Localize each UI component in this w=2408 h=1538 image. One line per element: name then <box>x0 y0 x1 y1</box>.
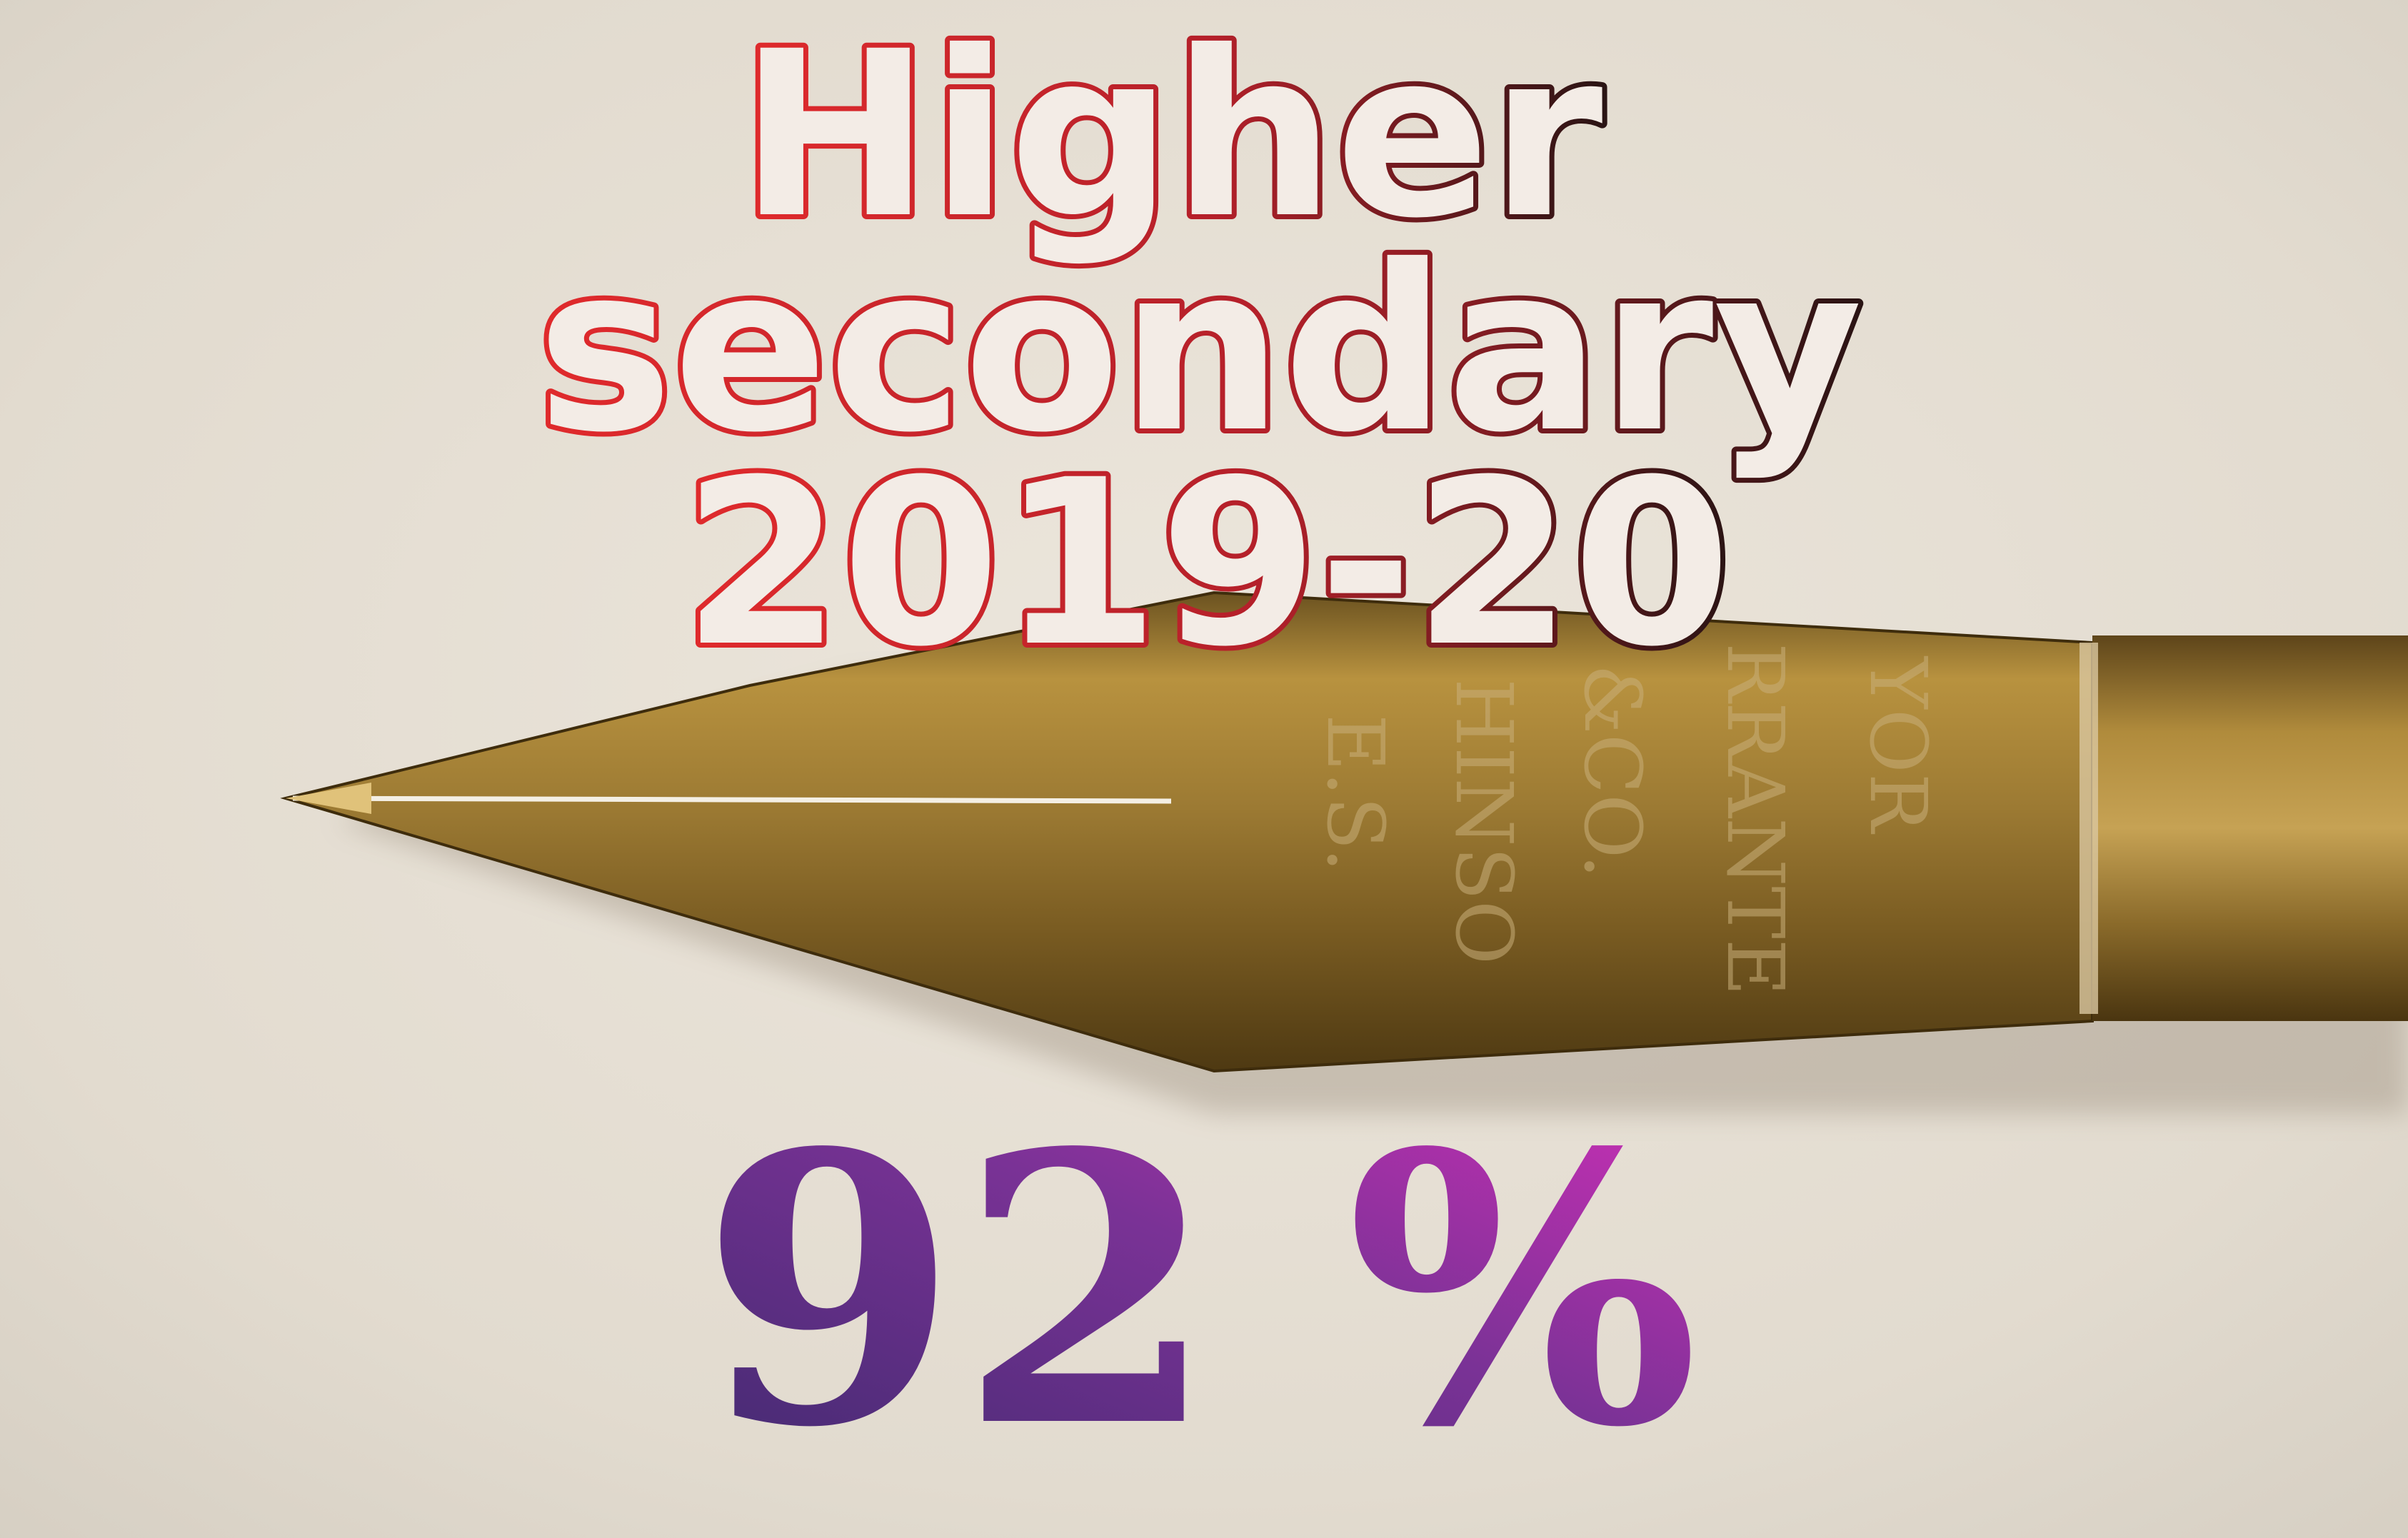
result-percentage: 92 % <box>701 1072 1700 1509</box>
title-line-3: 2019-20 <box>683 431 1732 697</box>
pen-holder <box>2092 635 2408 1021</box>
engraving-line: E.S. <box>1310 714 1401 873</box>
nib-tip <box>286 783 371 814</box>
nib-engraving: E.S. HINSO &CO. RRANTE YOR <box>1310 643 1944 996</box>
title-line-1: Higher <box>739 3 1604 268</box>
engraving-line: YOR <box>1852 655 1944 835</box>
title-line-2: secondary <box>537 217 1862 483</box>
holder-edge <box>2080 643 2098 1014</box>
title-caption: Higher secondary 2019-20 <box>532 0 1867 702</box>
engraving-line: RRANTE <box>1710 643 1801 996</box>
nib-slit <box>292 795 1172 804</box>
engraving-line: HINSO <box>1438 678 1530 965</box>
engraving-line: &CO. <box>1567 664 1658 879</box>
